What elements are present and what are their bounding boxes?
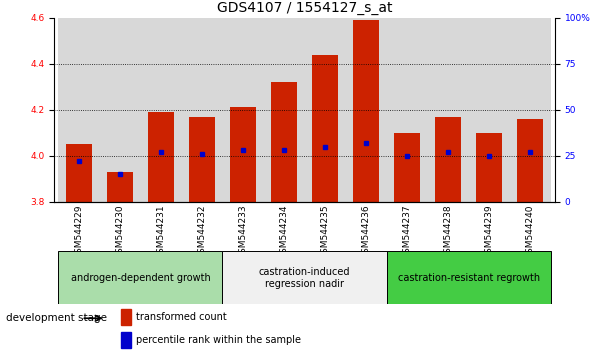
Bar (510, 18, 551, 202)
Bar (107, 172, 133, 202)
Bar (121, 309, 131, 325)
Bar (230, 108, 256, 202)
Bar (346, 18, 387, 202)
Text: percentile rank within the sample: percentile rank within the sample (136, 335, 301, 346)
Bar (428, 18, 469, 202)
Bar (58, 18, 99, 202)
Bar (312, 55, 338, 202)
Bar (394, 133, 420, 202)
Text: castration-resistant regrowth: castration-resistant regrowth (397, 273, 540, 283)
Bar (121, 332, 131, 348)
Bar (223, 18, 264, 202)
Bar (435, 117, 461, 202)
Bar (264, 18, 305, 202)
Bar (140, 18, 182, 202)
Title: GDS4107 / 1554127_s_at: GDS4107 / 1554127_s_at (216, 1, 393, 15)
Bar (148, 112, 174, 202)
Bar (517, 119, 543, 202)
Text: development stage: development stage (6, 313, 107, 323)
Text: transformed count: transformed count (136, 312, 226, 322)
Bar (387, 18, 428, 202)
Bar (189, 117, 215, 202)
Bar (469, 18, 510, 202)
Text: castration-induced
regression nadir: castration-induced regression nadir (259, 267, 350, 289)
Bar (387, 251, 551, 304)
Bar (271, 82, 297, 202)
Bar (182, 18, 223, 202)
Bar (223, 251, 387, 304)
Bar (305, 18, 346, 202)
Bar (476, 133, 502, 202)
Text: androgen-dependent growth: androgen-dependent growth (71, 273, 210, 283)
Bar (66, 144, 92, 202)
Bar (58, 251, 223, 304)
Bar (353, 20, 379, 202)
Bar (99, 18, 140, 202)
